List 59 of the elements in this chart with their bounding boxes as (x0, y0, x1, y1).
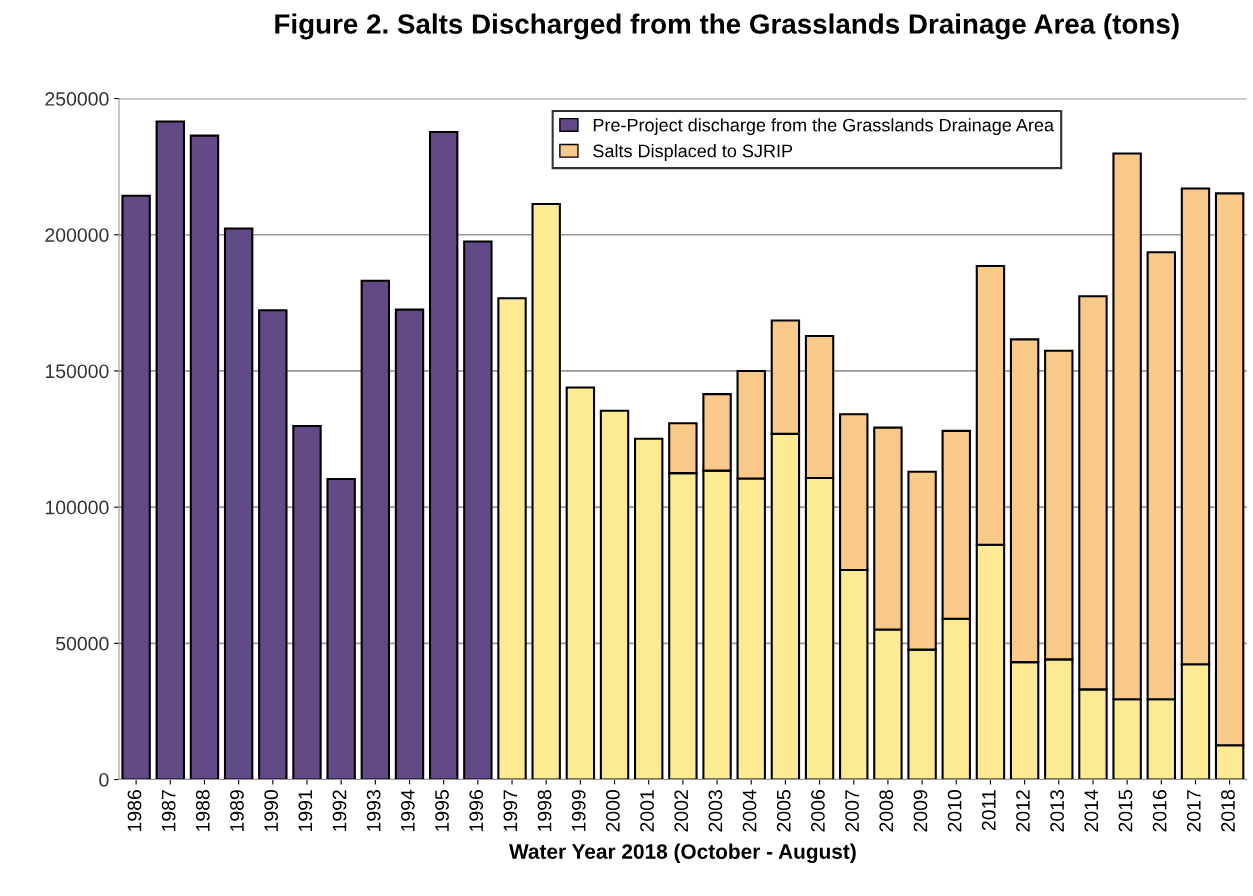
x-tick-label: 1996 (469, 790, 484, 832)
x-tick-label: 1997 (503, 790, 518, 832)
legend-label: Salts Displaced to SJRIP (593, 144, 793, 161)
x-tick-label: 1995 (435, 790, 449, 832)
bar (258, 309, 288, 780)
bar (599, 409, 630, 780)
x-tick-label: 2006 (811, 790, 825, 832)
x-tick-label: 2012 (1016, 790, 1030, 832)
bar (531, 202, 561, 780)
x-tick-label: 2009 (913, 790, 928, 832)
chart-title: Figure 2. Salts Discharged from the Grasslands Drainage Area (tons) (275, 13, 1179, 40)
x-tick-label: 1989 (230, 790, 244, 832)
bar (497, 297, 527, 780)
y-tick-label: 100000 (45, 500, 109, 515)
bar (463, 240, 493, 780)
x-tick-label: 2017 (1186, 790, 1201, 832)
x-tick-label: 2007 (845, 790, 859, 832)
bar (326, 478, 356, 780)
legend-label: Pre-Project discharge from the Grasslands Drainage Area (593, 118, 1055, 136)
bar (121, 194, 151, 780)
x-tick-label: 2005 (776, 790, 791, 832)
x-tick-label: 1991 (298, 790, 313, 832)
x-tick-label: 2014 (1084, 789, 1099, 832)
x-tick-label: 1987 (161, 790, 176, 832)
x-tick-label: 2002 (674, 790, 689, 832)
x-tick-label: 1993 (366, 790, 381, 832)
bar (189, 134, 220, 780)
x-tick-label: 2008 (879, 790, 894, 832)
x-tick-label: 2016 (1152, 790, 1167, 832)
bar (360, 279, 391, 780)
x-tick-label: 2004 (742, 789, 757, 832)
x-tick-label: 2001 (640, 790, 654, 832)
x-tick-label: 2018 (1221, 790, 1235, 832)
x-tick-label: 1994 (400, 789, 415, 832)
x-tick-label: 1988 (195, 790, 210, 832)
bar (155, 120, 185, 780)
x-tick-label: 1998 (537, 790, 552, 832)
x-tick-label: 1990 (264, 790, 279, 832)
x-tick-label: 2013 (1050, 790, 1064, 832)
y-tick-label: 0 (99, 772, 109, 787)
bar (428, 131, 459, 780)
y-tick-label: 250000 (45, 92, 109, 106)
bar (223, 227, 254, 780)
bar (565, 386, 596, 780)
x-axis-title: Water Year 2018 (October - August) (509, 843, 856, 864)
x-tick-label: 2003 (708, 790, 723, 832)
y-tick-label: 150000 (45, 364, 109, 379)
x-tick-label: 2015 (1118, 790, 1133, 832)
bar (292, 424, 322, 780)
x-tick-label: 2000 (605, 790, 620, 832)
bar (394, 308, 425, 780)
y-tick-label: 50000 (56, 636, 109, 651)
x-tick-label: 2010 (947, 790, 962, 832)
x-tick-label: 1999 (571, 790, 586, 832)
x-tick-label: 2011 (981, 790, 996, 831)
bar (634, 437, 664, 780)
x-tick-label: 1992 (332, 790, 347, 832)
x-tick-label: 1986 (127, 790, 142, 832)
y-tick-label: 200000 (45, 228, 109, 242)
